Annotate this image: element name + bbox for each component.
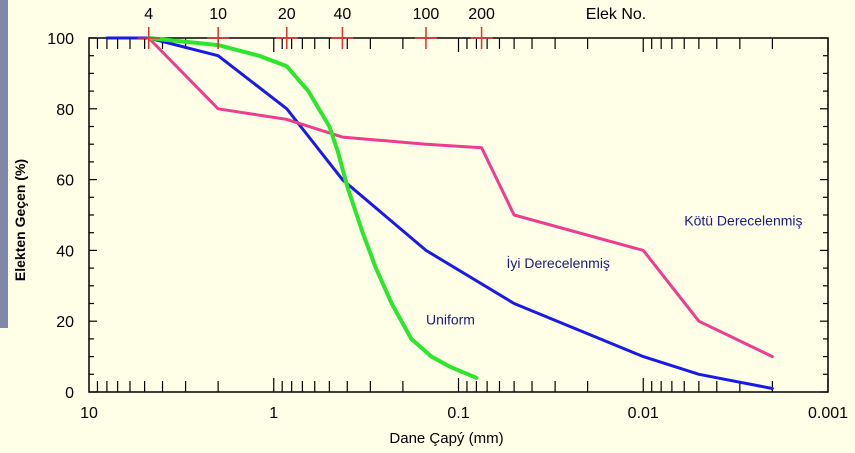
sieve-label: 100 bbox=[413, 6, 440, 23]
y-axis-title: Elekten Geçen (%) bbox=[12, 159, 28, 281]
y-tick-label: 20 bbox=[56, 314, 74, 331]
sieve-markers bbox=[137, 27, 493, 49]
plot-area bbox=[88, 37, 829, 393]
x-tick-label: 0.01 bbox=[628, 405, 659, 422]
sieve-axis-title: Elek No. bbox=[586, 6, 646, 23]
series-label: Kötü Derecelenmiş bbox=[684, 213, 802, 229]
y-tick-label: 80 bbox=[56, 102, 74, 119]
data-series bbox=[105, 36, 774, 390]
x-tick-label: 1 bbox=[269, 405, 278, 422]
x-tick-label: 0.001 bbox=[808, 405, 848, 422]
x-tick-label: 0.1 bbox=[447, 405, 469, 422]
series-line bbox=[105, 36, 774, 390]
sieve-label: 40 bbox=[334, 6, 352, 23]
series-label: Uniform bbox=[426, 312, 475, 328]
y-tick-label: 0 bbox=[65, 385, 74, 402]
sieve-label: 10 bbox=[209, 6, 227, 23]
series-line bbox=[147, 36, 774, 359]
x-axis-title: Dane Çapý (mm) bbox=[389, 430, 503, 447]
series-label: İyi Derecelenmiş bbox=[506, 254, 609, 271]
y-tick-label: 60 bbox=[56, 173, 74, 190]
y-tick-label: 100 bbox=[47, 31, 74, 48]
sieve-label: 200 bbox=[468, 6, 495, 23]
sieve-label: 4 bbox=[144, 6, 153, 23]
slide-accent-bar bbox=[0, 0, 8, 328]
x-tick-label: 10 bbox=[80, 405, 98, 422]
series-line bbox=[146, 36, 479, 380]
axis-ticks bbox=[89, 37, 829, 393]
y-tick-label: 40 bbox=[56, 243, 74, 260]
sieve-label: 20 bbox=[278, 6, 296, 23]
chart-text: 10 1 0.1 0.01 0.001 0 20 40 60 80 100 Dane Çapý (mm… bbox=[12, 6, 848, 447]
